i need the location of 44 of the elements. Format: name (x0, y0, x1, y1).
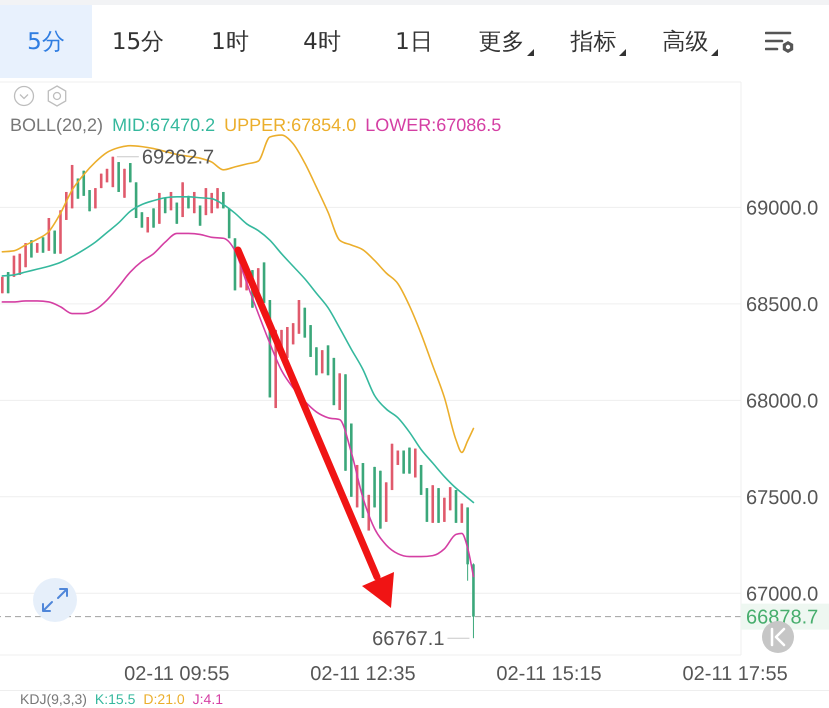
annotation: 66767.1 (372, 628, 444, 650)
candlestick (216, 188, 219, 209)
text: 5分 (27, 28, 65, 57)
x-tick-label: 02-11 09:55 (124, 663, 230, 686)
candlestick (460, 503, 464, 524)
candlestick (100, 173, 103, 189)
candlestick (128, 162, 132, 183)
y-tick-label: 69000.0 (746, 198, 818, 220)
candlestick (396, 450, 400, 466)
text: 66878.7 (746, 606, 818, 629)
text: LOWER:67086.5 (365, 115, 502, 135)
candlestick (176, 202, 178, 224)
text: D:21.0 (143, 691, 185, 708)
candlestick (94, 188, 97, 209)
candlestick (448, 486, 452, 511)
legend-title: BOLL(20,2) (10, 115, 104, 135)
y-tick-label: 68500.0 (746, 294, 818, 316)
text: 1日 (395, 28, 433, 57)
candlestick (320, 350, 324, 374)
text: 4时 (303, 28, 341, 57)
text: 1时 (211, 28, 249, 57)
candlestick (88, 190, 91, 212)
text: 指标 (570, 28, 616, 57)
y-tick-label: 67000.0 (746, 583, 818, 606)
text: 15分 (112, 28, 164, 57)
text: 更多 (478, 28, 524, 57)
y-tick-label: 68000.0 (746, 390, 818, 412)
candlestick (1, 276, 4, 294)
text: K:15.5 (94, 691, 136, 708)
candlestick (106, 168, 108, 183)
candlestick (292, 322, 294, 345)
text: 高级 (662, 28, 708, 57)
candlestick (146, 216, 150, 233)
series-label: UPPER:67854.0 (224, 115, 356, 135)
x-tick-label: 02-11 17:55 (682, 663, 788, 686)
candlestick (140, 212, 144, 228)
x-tick-label: 02-11 15:15 (496, 663, 602, 686)
text: KDJ(9,3,3) (20, 691, 87, 708)
y-tick-label: 67500.0 (746, 486, 818, 509)
text: J:4.1 (192, 691, 224, 708)
candlestick (18, 253, 22, 276)
text: MID:67470.2 (112, 115, 216, 135)
candlestick (53, 230, 56, 254)
x-tick-label: 02-11 12:35 (310, 663, 416, 686)
